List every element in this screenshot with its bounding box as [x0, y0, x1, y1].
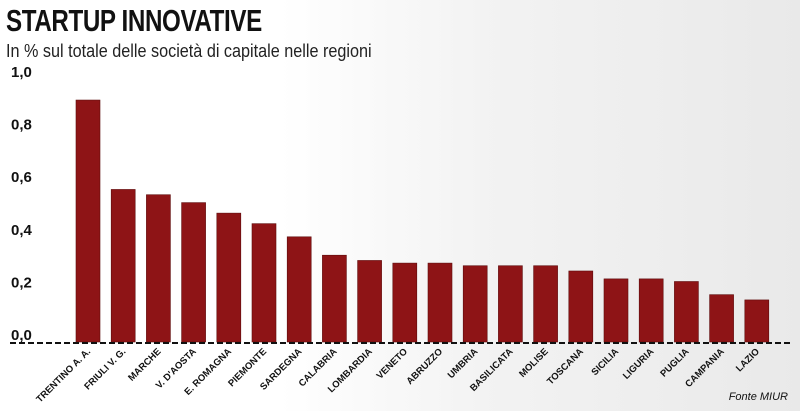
bar	[462, 265, 488, 343]
bar	[603, 278, 629, 343]
x-tick-label: LIGURIA	[621, 346, 656, 381]
bar	[533, 265, 558, 343]
bar	[427, 262, 453, 343]
bar	[392, 262, 418, 343]
chart-title: STARTUP INNOVATIVE	[6, 3, 262, 38]
bar	[568, 270, 594, 343]
y-tick-label: 0,6	[11, 169, 32, 186]
bar	[744, 299, 770, 343]
x-tick-label: MOLISE	[517, 346, 551, 380]
x-tick-label: TRENTINO A. A.	[34, 346, 93, 405]
bar	[216, 212, 242, 343]
bar	[181, 202, 206, 343]
y-axis-ticks: 1,0 0,8 0,6 0,4 0,2 0,0	[11, 64, 33, 344]
y-tick-label: 0,8	[11, 117, 32, 134]
x-tick-label: UMBRIA	[446, 346, 481, 381]
bar	[674, 281, 699, 343]
bar	[638, 278, 664, 343]
bar	[357, 260, 382, 343]
chart-subtitle: In % sul totale delle società di capital…	[6, 41, 372, 61]
bar	[286, 236, 312, 343]
bar	[322, 254, 347, 343]
bar	[75, 99, 101, 343]
y-tick-label: 1,0	[11, 64, 32, 81]
x-tick-label: TOSCANA	[545, 346, 586, 387]
y-tick-label: 0,4	[11, 222, 33, 239]
x-tick-label: ABRUZZO	[404, 346, 445, 387]
bar-series	[75, 99, 770, 343]
x-tick-label: SICILIA	[589, 346, 621, 378]
bar	[146, 194, 171, 343]
bar	[709, 294, 734, 343]
bar	[110, 189, 136, 343]
bar	[498, 265, 523, 343]
x-tick-label: VENETO	[375, 346, 410, 381]
x-tick-label: LAZIO	[734, 346, 762, 374]
x-tick-label: PUGLIA	[658, 346, 691, 379]
y-tick-label: 0,0	[11, 327, 32, 344]
source-note: Fonte MIUR	[728, 391, 788, 403]
bar	[251, 223, 277, 343]
y-tick-label: 0,2	[11, 274, 32, 291]
